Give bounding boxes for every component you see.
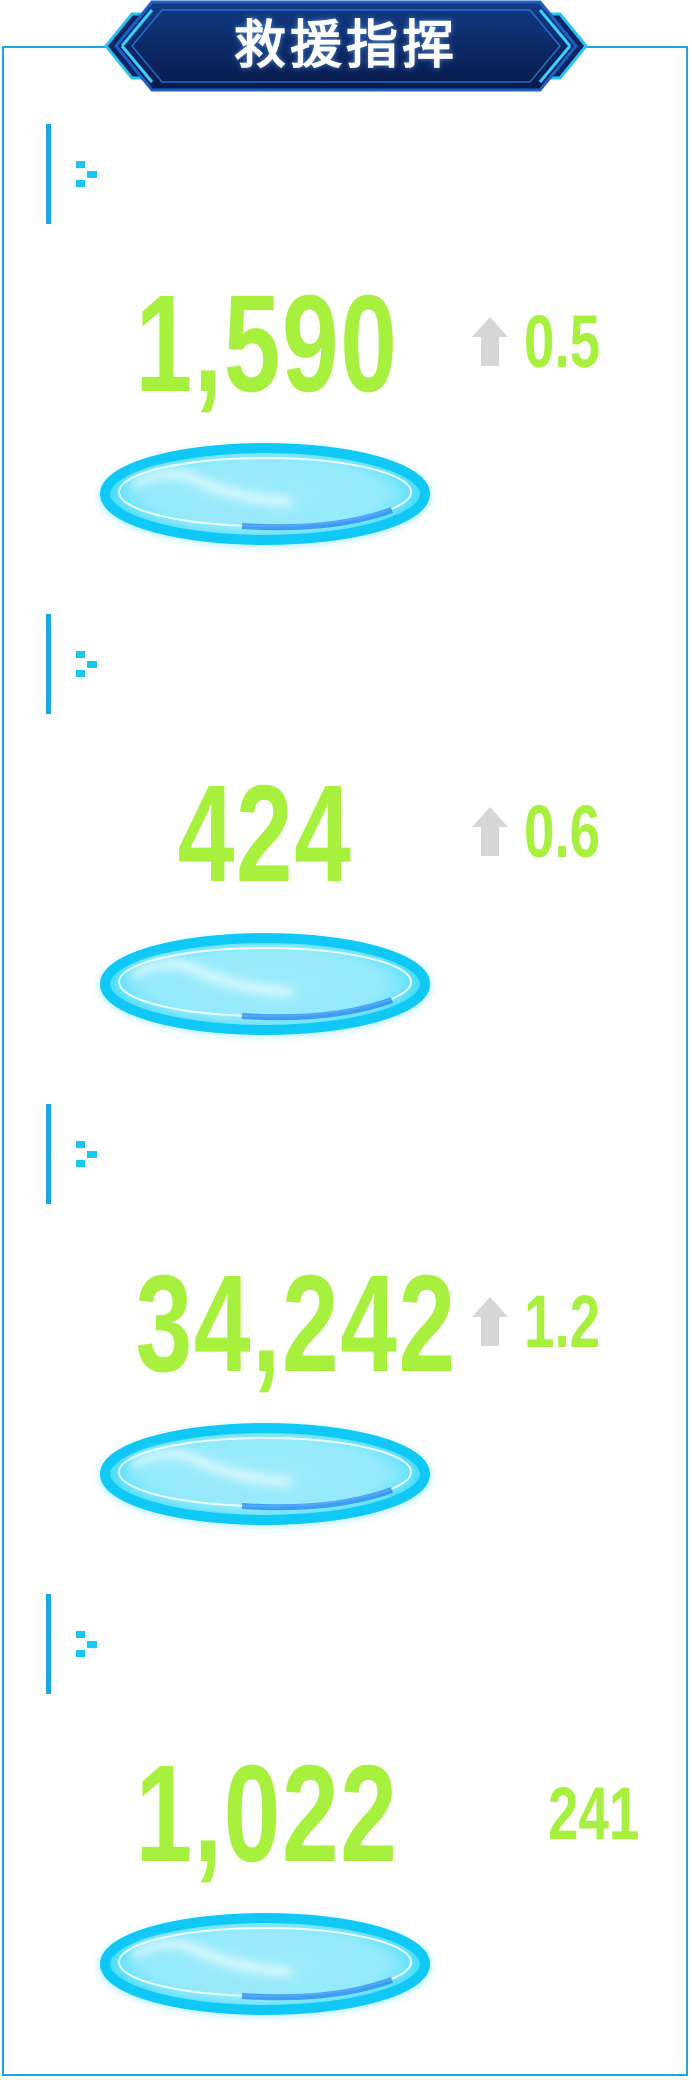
stat-section-1: 1,590 0.5 xyxy=(0,124,692,614)
header-badge-shape xyxy=(104,0,588,92)
arrow-up-icon xyxy=(470,1297,510,1347)
glow-disc-graphic xyxy=(100,443,430,545)
trend-indicator: 1.2 xyxy=(470,1282,627,1362)
trend-indicator: 0.5 xyxy=(470,302,627,382)
stat-value: 34,242 xyxy=(135,1247,457,1401)
arrow-up-icon xyxy=(470,317,510,367)
section-accent-bar xyxy=(46,614,51,714)
section-accent-bar xyxy=(46,1594,51,1694)
section-label-row xyxy=(76,644,110,684)
section-label-row xyxy=(76,1134,110,1174)
panel-header: 救援指挥 xyxy=(102,0,590,92)
stat-section-2: 424 0.6 xyxy=(0,614,692,1104)
label-marker-icon xyxy=(76,161,102,187)
section-accent-bar xyxy=(46,124,51,224)
stat-value: 1,022 xyxy=(135,1737,399,1891)
glow-disc-graphic xyxy=(100,1423,430,1525)
label-marker-icon xyxy=(76,1141,102,1167)
label-marker-icon xyxy=(76,1631,102,1657)
stat-section-3: 34,242 1.2 xyxy=(0,1104,692,1594)
arrow-up-icon xyxy=(470,807,510,857)
trend-value: 1.2 xyxy=(524,1280,601,1363)
trend-indicator: 0.6 xyxy=(470,792,627,872)
glow-disc-graphic xyxy=(100,933,430,1035)
glow-disc-graphic xyxy=(100,1913,430,2015)
trend-value: 0.5 xyxy=(524,300,601,383)
stat-value: 424 xyxy=(177,757,353,911)
trend-value: 0.6 xyxy=(524,790,601,873)
stat-value: 1,590 xyxy=(135,267,399,421)
stat-section-4: 1,022 241 xyxy=(0,1594,692,2084)
label-marker-icon xyxy=(76,651,102,677)
secondary-value: 241 xyxy=(548,1772,640,1855)
section-accent-bar xyxy=(46,1104,51,1204)
panel-title: 救援指挥 xyxy=(233,16,458,76)
section-label-row xyxy=(76,1624,110,1664)
section-label-row xyxy=(76,154,110,194)
